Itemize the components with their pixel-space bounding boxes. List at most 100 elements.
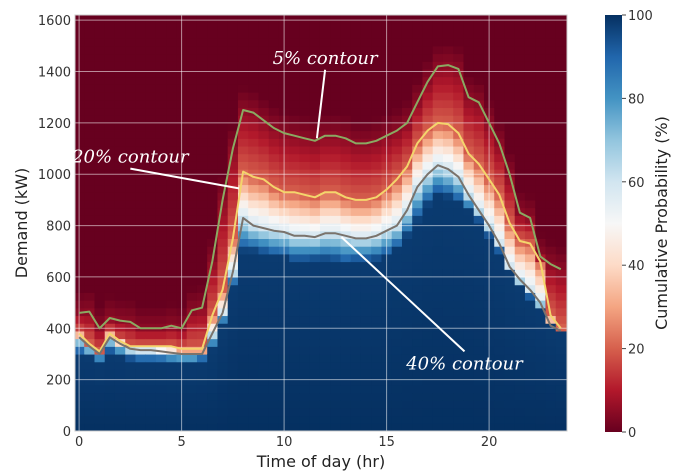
heat-cell xyxy=(330,176,342,186)
heat-cell xyxy=(504,192,516,201)
heat-cell xyxy=(473,423,485,431)
heat-cell xyxy=(524,261,536,270)
heat-cell xyxy=(504,307,516,317)
heat-cell xyxy=(391,215,403,224)
heat-cell xyxy=(535,45,547,55)
heat-cell xyxy=(350,122,362,132)
heat-cell xyxy=(422,130,434,139)
heat-cell xyxy=(227,115,239,124)
heat-cell xyxy=(84,300,96,309)
heat-cell xyxy=(217,407,229,417)
heat-cell xyxy=(340,30,352,39)
heat-cell xyxy=(330,292,342,301)
heat-cell xyxy=(309,161,321,170)
heat-cell xyxy=(422,92,434,101)
heat-cell xyxy=(75,145,85,155)
heat-cell xyxy=(299,176,311,186)
heat-cell xyxy=(555,246,567,255)
heat-cell xyxy=(309,400,321,409)
heat-cell xyxy=(494,261,506,270)
heat-cell xyxy=(319,161,331,170)
heat-cell xyxy=(442,307,454,317)
heat-cell xyxy=(309,107,321,116)
heat-cell xyxy=(155,192,167,201)
heat-cell xyxy=(514,184,526,193)
heat-cell xyxy=(442,384,454,394)
heat-cell xyxy=(524,315,536,324)
heat-cell xyxy=(504,300,516,309)
heat-cell xyxy=(166,253,178,263)
heat-cell xyxy=(94,246,106,255)
heat-cell xyxy=(524,169,536,178)
heat-cell xyxy=(258,353,270,363)
heat-cell xyxy=(494,269,506,278)
heat-cell xyxy=(391,400,403,409)
heat-cell xyxy=(207,61,219,70)
heat-cell xyxy=(350,153,362,162)
heat-cell xyxy=(535,107,547,116)
heat-cell xyxy=(248,392,260,401)
heat-cell xyxy=(135,230,147,239)
heat-cell xyxy=(237,230,249,239)
heat-cell xyxy=(453,400,465,409)
heat-cell xyxy=(494,145,506,155)
heat-cell xyxy=(360,99,372,109)
heat-cell xyxy=(371,323,383,332)
heat-cell xyxy=(104,323,116,332)
heat-cell xyxy=(432,223,444,232)
heat-cell xyxy=(422,223,434,232)
heat-cell xyxy=(391,223,403,232)
heat-cell xyxy=(114,276,126,286)
heat-cell xyxy=(412,223,424,232)
heat-cell xyxy=(360,115,372,124)
heat-cell xyxy=(371,369,383,378)
heat-cell xyxy=(371,315,383,324)
heat-cell xyxy=(248,22,260,31)
heat-cell xyxy=(412,130,424,139)
heat-cell xyxy=(391,99,403,109)
heat-cell xyxy=(442,153,454,162)
heat-cell xyxy=(75,130,85,139)
heat-cell xyxy=(84,253,96,263)
heat-cell xyxy=(473,253,485,263)
heat-cell xyxy=(319,392,331,401)
heat-cell xyxy=(330,315,342,324)
heat-cell xyxy=(473,392,485,401)
heat-cell xyxy=(309,230,321,239)
heat-cell xyxy=(330,207,342,216)
heat-cell xyxy=(504,246,516,255)
heat-cell xyxy=(524,99,536,109)
heat-cell xyxy=(330,153,342,162)
heat-cell xyxy=(237,122,249,132)
heat-cell xyxy=(535,22,547,31)
heat-cell xyxy=(514,38,526,47)
heat-cell xyxy=(360,300,372,309)
heat-cell xyxy=(268,153,280,162)
heat-cell xyxy=(422,30,434,39)
heat-cell xyxy=(442,323,454,332)
heat-cell xyxy=(75,138,85,147)
heat-cell xyxy=(360,53,372,62)
heat-cell xyxy=(207,176,219,186)
heat-cell xyxy=(391,407,403,417)
heat-cell xyxy=(514,292,526,301)
heat-cell xyxy=(412,68,424,78)
heat-cell xyxy=(432,68,444,78)
heat-cell xyxy=(186,307,198,317)
heat-cell xyxy=(453,145,465,155)
heat-cell xyxy=(75,84,85,93)
heat-cell xyxy=(248,292,260,301)
heat-cell xyxy=(494,45,506,55)
heat-cell xyxy=(432,307,444,317)
heat-cell xyxy=(186,207,198,216)
heat-cell xyxy=(473,346,485,355)
heat-cell xyxy=(207,246,219,255)
heat-cell xyxy=(125,15,137,24)
heat-cell xyxy=(535,323,547,332)
heat-cell xyxy=(75,315,85,324)
heat-cell xyxy=(186,38,198,47)
heat-cell xyxy=(299,300,311,309)
heat-cell xyxy=(227,53,239,62)
heat-cell xyxy=(217,138,229,147)
